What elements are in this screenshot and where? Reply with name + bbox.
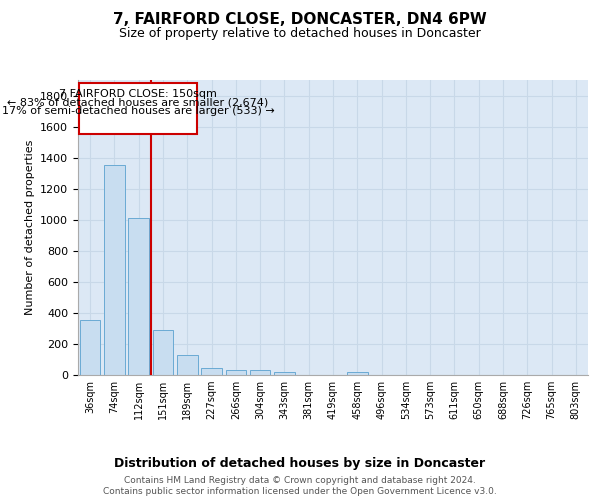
Text: ← 83% of detached houses are smaller (2,674): ← 83% of detached houses are smaller (2,…: [7, 98, 269, 108]
Bar: [250, 370, 271, 375]
Bar: [226, 370, 246, 375]
Y-axis label: Number of detached properties: Number of detached properties: [25, 140, 35, 315]
Bar: [347, 372, 368, 375]
Text: Distribution of detached houses by size in Doncaster: Distribution of detached houses by size …: [115, 458, 485, 470]
Bar: [79, 83, 197, 134]
Bar: [274, 372, 295, 375]
Bar: [128, 218, 149, 375]
Text: Size of property relative to detached houses in Doncaster: Size of property relative to detached ho…: [119, 28, 481, 40]
Bar: [152, 330, 173, 375]
Text: Contains public sector information licensed under the Open Government Licence v3: Contains public sector information licen…: [103, 487, 497, 496]
Text: 17% of semi-detached houses are larger (533) →: 17% of semi-detached houses are larger (…: [2, 106, 274, 116]
Text: 7 FAIRFORD CLOSE: 150sqm: 7 FAIRFORD CLOSE: 150sqm: [59, 90, 217, 100]
Bar: [80, 320, 100, 375]
Text: 7, FAIRFORD CLOSE, DONCASTER, DN4 6PW: 7, FAIRFORD CLOSE, DONCASTER, DN4 6PW: [113, 12, 487, 28]
Bar: [177, 355, 197, 375]
Bar: [201, 368, 222, 375]
Text: Contains HM Land Registry data © Crown copyright and database right 2024.: Contains HM Land Registry data © Crown c…: [124, 476, 476, 485]
Bar: [104, 166, 125, 375]
